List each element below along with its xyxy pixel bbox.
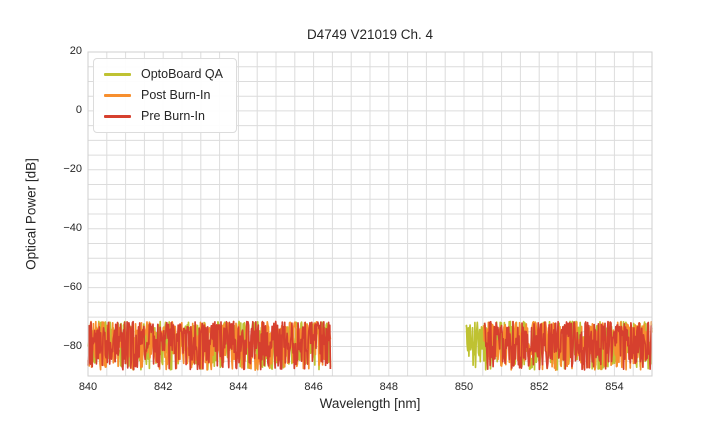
legend-item: Post Burn-In [104, 88, 223, 103]
legend-line-swatch [104, 94, 131, 97]
legend: OptoBoard QA Post Burn-In Pre Burn-In [93, 58, 237, 133]
legend-label: Pre Burn-In [141, 109, 205, 123]
y-tick-label: −20 [63, 162, 82, 175]
y-axis-label: Optical Power [dB] [23, 158, 39, 270]
y-tick-label: −60 [63, 280, 82, 293]
trace [483, 320, 653, 371]
y-tick-label: 0 [75, 103, 82, 116]
x-tick-label: 852 [530, 381, 549, 393]
legend-item: Pre Burn-In [104, 109, 223, 124]
legend-item: OptoBoard QA [104, 67, 223, 82]
y-tick-label: −80 [63, 339, 82, 352]
plot-border [87, 51, 653, 377]
chart-title: D4749 V21019 Ch. 4 [306, 27, 434, 42]
x-tick-label: 850 [454, 381, 474, 393]
legend-line-swatch [104, 115, 131, 118]
x-tick-label: 840 [78, 381, 98, 393]
x-axis-label: Wavelength [nm] [319, 396, 421, 411]
x-tick-label: 846 [304, 381, 323, 393]
x-tick-label: 844 [229, 381, 248, 393]
y-tick-label: −40 [63, 221, 82, 234]
x-tick-label: 848 [379, 381, 398, 393]
trace [87, 320, 332, 371]
x-tick-label: 842 [154, 381, 173, 393]
x-tick-label: 854 [605, 381, 624, 393]
legend-line-swatch [104, 73, 131, 76]
y-tick-label: 20 [69, 45, 82, 57]
legend-label: OptoBoard QA [141, 67, 223, 81]
legend-label: Post Burn-In [141, 88, 211, 102]
